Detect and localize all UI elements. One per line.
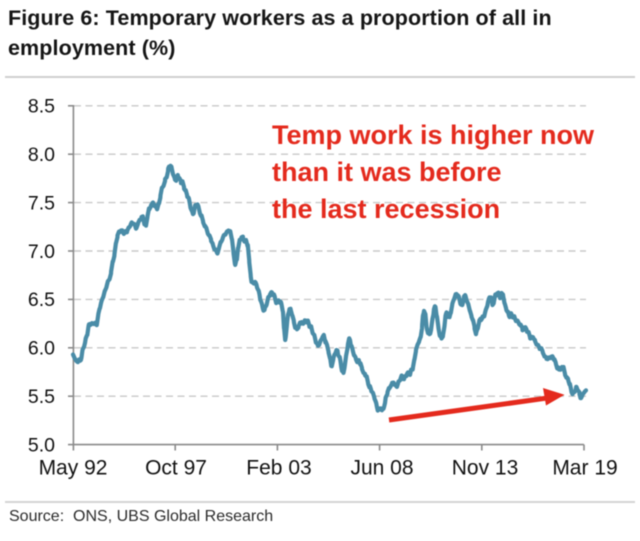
svg-text:5.5: 5.5 (28, 386, 55, 408)
svg-text:Jun 08: Jun 08 (350, 456, 413, 479)
svg-text:Feb 03: Feb 03 (246, 456, 311, 479)
svg-text:7.0: 7.0 (28, 241, 55, 263)
svg-text:May 92: May 92 (39, 456, 108, 479)
svg-text:8.5: 8.5 (28, 96, 55, 118)
svg-text:Nov 13: Nov 13 (452, 456, 519, 479)
svg-text:8.0: 8.0 (28, 144, 55, 166)
svg-text:6.0: 6.0 (28, 338, 55, 360)
svg-text:5.0: 5.0 (28, 434, 55, 456)
svg-text:Mar 19: Mar 19 (552, 456, 617, 479)
svg-text:7.5: 7.5 (28, 192, 55, 214)
svg-text:6.5: 6.5 (28, 289, 55, 311)
svg-text:Oct 97: Oct 97 (145, 456, 207, 479)
